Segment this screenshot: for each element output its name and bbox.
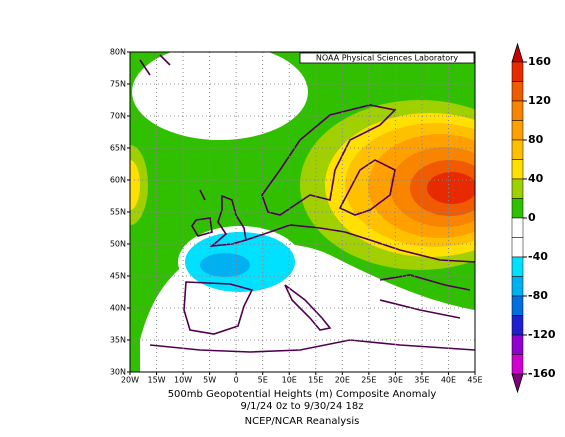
contour-white-north bbox=[132, 52, 308, 140]
colorbar-tick-label: -80 bbox=[528, 289, 548, 302]
y-tick-label: 65N bbox=[110, 144, 126, 153]
coast-black-sea bbox=[379, 274, 471, 319]
colorbar-end-top bbox=[511, 42, 524, 63]
x-tick-label: 5W bbox=[203, 376, 216, 385]
coast-britain bbox=[209, 194, 247, 248]
x-tick-label: 5E bbox=[258, 376, 268, 385]
colorbar-tick-label: 0 bbox=[528, 211, 536, 224]
caption-line-2: 9/1/24 0z to 9/30/24 18z bbox=[240, 401, 363, 412]
x-tick-label: 20E bbox=[335, 376, 350, 385]
coast-ireland bbox=[191, 217, 213, 237]
y-tick-label: 80N bbox=[110, 48, 126, 57]
colorbar-tick-label: 80 bbox=[528, 133, 544, 146]
colorbar-segment bbox=[511, 315, 524, 336]
colorbar-segment bbox=[511, 198, 524, 219]
y-tick-label: 75N bbox=[110, 80, 126, 89]
colorbar-tick-label: -160 bbox=[528, 367, 556, 380]
credit-box bbox=[299, 52, 475, 64]
colorbar-segment bbox=[511, 354, 524, 375]
coast-scandinavia bbox=[261, 104, 397, 216]
credit: NOAA Physical Sciences Laboratory bbox=[316, 54, 459, 63]
contour-west-edge-core bbox=[130, 160, 140, 210]
colorbar-segment bbox=[511, 237, 524, 258]
coast-italy bbox=[284, 284, 332, 331]
y-tick-label: 35N bbox=[110, 336, 126, 345]
colorbar-segment bbox=[511, 295, 524, 316]
colorbar-segment bbox=[511, 159, 524, 180]
colorbar: 160 120 80 40 0 -40 -80 -120 -160 bbox=[511, 42, 556, 394]
colorbar-tick-label: -40 bbox=[528, 250, 548, 263]
colorbar-segment bbox=[511, 256, 524, 277]
colorbar-segment bbox=[511, 217, 524, 238]
colorbar-tick-label: 120 bbox=[528, 94, 551, 107]
x-tick-label: 15W bbox=[147, 376, 165, 385]
grid bbox=[130, 52, 475, 372]
y-tick-label: 60N bbox=[110, 176, 126, 185]
coast-misc bbox=[139, 54, 475, 353]
contour-blue bbox=[200, 253, 250, 277]
x-tick-label: 0 bbox=[234, 376, 239, 385]
coast-baltic-mainland bbox=[245, 224, 475, 263]
y-tick-label: 70N bbox=[110, 112, 126, 121]
caption-line-1: 500mb Geopotential Heights (m) Composite… bbox=[168, 389, 437, 400]
colorbar-tick-label: 160 bbox=[528, 55, 551, 68]
x-tick-label: 35E bbox=[414, 376, 429, 385]
colorbar-segment bbox=[511, 139, 524, 160]
map-field bbox=[130, 52, 475, 372]
colorbar-segment bbox=[511, 100, 524, 121]
colorbar-segment bbox=[511, 178, 524, 199]
contour-east-7 bbox=[427, 172, 475, 204]
x-tick-label: 25E bbox=[361, 376, 376, 385]
colorbar-tick-label: 40 bbox=[528, 172, 544, 185]
x-tick-label: 10E bbox=[282, 376, 297, 385]
y-tick-label: 55N bbox=[110, 208, 126, 217]
x-tick-label: 15E bbox=[308, 376, 323, 385]
y-tick-label: 30N bbox=[110, 368, 126, 377]
x-tick-label: 40E bbox=[441, 376, 456, 385]
x-tick-label: 30E bbox=[388, 376, 403, 385]
colorbar-segment bbox=[511, 276, 524, 297]
colorbar-segment bbox=[511, 81, 524, 102]
x-tick-label: 45E bbox=[467, 376, 482, 385]
y-tick-label: 45N bbox=[110, 272, 126, 281]
x-tick-label: 20W bbox=[121, 376, 139, 385]
coast-iberia bbox=[183, 281, 254, 335]
colorbar-segment bbox=[511, 334, 524, 355]
colorbar-tick-label: -120 bbox=[528, 328, 556, 341]
coastlines bbox=[139, 54, 475, 353]
colorbar-segment bbox=[511, 61, 524, 82]
colorbar-end-bottom bbox=[511, 373, 524, 394]
x-tick-label: 10W bbox=[174, 376, 192, 385]
caption-line-3: NCEP/NCAR Reanalysis bbox=[245, 416, 360, 427]
y-tick-label: 50N bbox=[110, 240, 126, 249]
y-tick-label: 40N bbox=[110, 304, 126, 313]
colorbar-segment bbox=[511, 120, 524, 141]
coast-finland bbox=[338, 159, 396, 216]
